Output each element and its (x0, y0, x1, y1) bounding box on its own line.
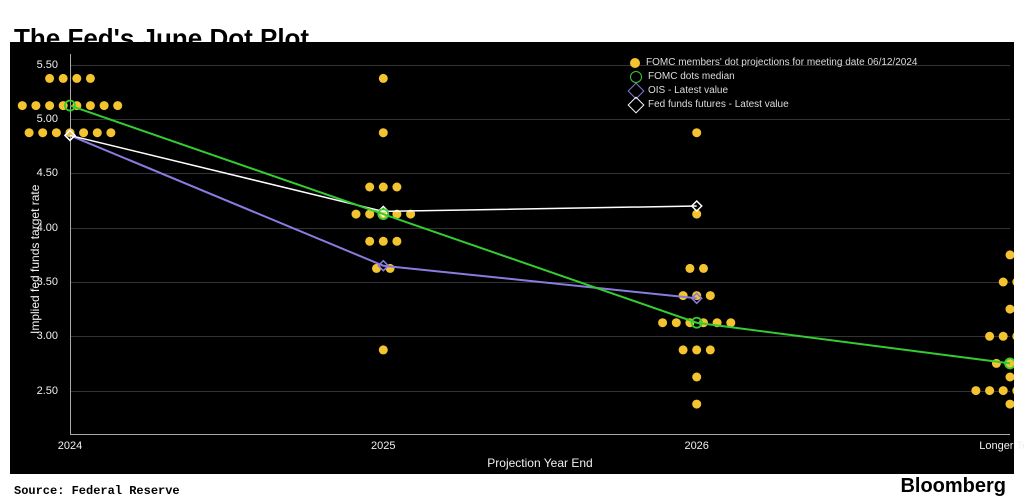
median-line (70, 106, 1010, 364)
fomc-dot (379, 237, 388, 246)
legend-label: Fed funds futures - Latest value (648, 98, 789, 112)
fomc-dot (365, 183, 374, 192)
fomc-dot (985, 332, 994, 341)
fomc-dot (658, 318, 667, 327)
legend-label: FOMC members' dot projections for meetin… (646, 56, 918, 70)
fomc-dot (52, 128, 61, 137)
fomc-dot (72, 74, 81, 83)
fomc-dot (31, 101, 40, 110)
fomc-dot (45, 74, 54, 83)
fomc-dot (59, 74, 68, 83)
fomc-dot (45, 101, 54, 110)
fomc-dot (392, 237, 401, 246)
fomc-dot (25, 128, 34, 137)
fomc-dot (379, 74, 388, 83)
fomc-dot (999, 386, 1008, 395)
fomc-dot (93, 128, 102, 137)
legend-row-ff: Fed funds futures - Latest value (630, 98, 918, 112)
fomc-dot (692, 128, 701, 137)
fomc-dot (679, 345, 688, 354)
fomc-dot (113, 101, 122, 110)
fomc-dot (392, 183, 401, 192)
legend-row-ois: OIS - Latest value (630, 84, 918, 98)
fomc-dot (672, 318, 681, 327)
dot-icon (630, 58, 640, 68)
fed-funds-futures-line (70, 135, 697, 211)
fomc-dot (1012, 386, 1014, 395)
fomc-dot (685, 264, 694, 273)
fomc-dot (1006, 400, 1015, 409)
fomc-dot (706, 291, 715, 300)
brand-logo: Bloomberg (900, 475, 1006, 498)
legend-row-median: FOMC dots median (630, 70, 918, 84)
fomc-dot (706, 345, 715, 354)
fomc-dot (38, 128, 47, 137)
chart-area: 2.503.003.504.004.505.005.50202420252026… (10, 42, 1014, 474)
legend-row-dots: FOMC members' dot projections for meetin… (630, 56, 918, 70)
fomc-dot (79, 128, 88, 137)
source-line: Source: Federal Reserve (14, 484, 180, 498)
legend-label: OIS - Latest value (648, 84, 728, 98)
circle-icon (630, 71, 642, 83)
fomc-dot (18, 101, 27, 110)
fomc-dot (1006, 250, 1015, 259)
fomc-dot (379, 345, 388, 354)
fomc-dot (692, 400, 701, 409)
fomc-dot (692, 373, 701, 382)
fomc-dot (379, 183, 388, 192)
legend: FOMC members' dot projections for meetin… (630, 56, 918, 112)
fomc-dot (999, 278, 1008, 287)
fomc-dot (106, 128, 115, 137)
fomc-dot (365, 237, 374, 246)
fomc-dot (985, 386, 994, 395)
fomc-dot (1006, 373, 1015, 382)
figure-frame: The Fed's June Dot Plot 2.503.003.504.00… (0, 0, 1024, 504)
fomc-dot (692, 345, 701, 354)
diamond-icon (628, 97, 645, 114)
fomc-dot (86, 101, 95, 110)
fomc-dot (379, 128, 388, 137)
legend-label: FOMC dots median (648, 70, 735, 84)
fomc-dot (1012, 278, 1014, 287)
fomc-dot (699, 264, 708, 273)
fomc-dot (971, 386, 980, 395)
fomc-dot (100, 101, 109, 110)
fomc-dot (1012, 332, 1014, 341)
fomc-dot (999, 332, 1008, 341)
fomc-dot (86, 74, 95, 83)
fomc-dot (352, 210, 361, 219)
fomc-dot (1006, 305, 1015, 314)
